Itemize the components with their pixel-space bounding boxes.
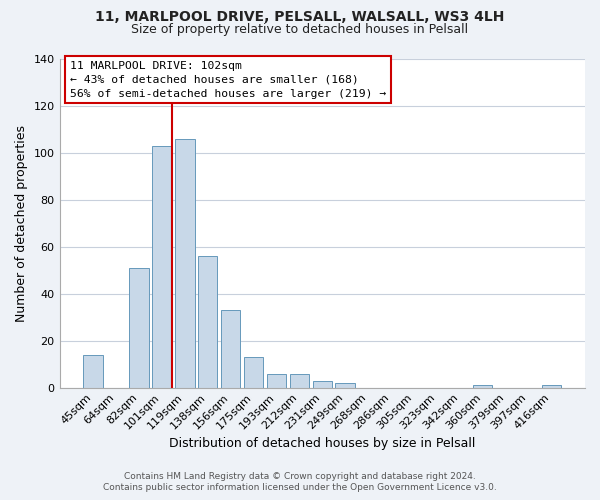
Bar xyxy=(335,383,355,388)
Bar xyxy=(313,380,332,388)
Bar xyxy=(244,357,263,388)
Bar xyxy=(152,146,172,388)
Bar xyxy=(129,268,149,388)
Text: Size of property relative to detached houses in Pelsall: Size of property relative to detached ho… xyxy=(131,22,469,36)
Bar xyxy=(221,310,241,388)
Text: Contains public sector information licensed under the Open Government Licence v3: Contains public sector information licen… xyxy=(103,484,497,492)
Bar xyxy=(473,386,493,388)
Text: 11 MARLPOOL DRIVE: 102sqm
← 43% of detached houses are smaller (168)
56% of semi: 11 MARLPOOL DRIVE: 102sqm ← 43% of detac… xyxy=(70,60,386,98)
Bar xyxy=(267,374,286,388)
X-axis label: Distribution of detached houses by size in Pelsall: Distribution of detached houses by size … xyxy=(169,437,475,450)
Bar xyxy=(83,354,103,388)
Bar xyxy=(542,386,561,388)
Bar xyxy=(175,139,194,388)
Bar xyxy=(290,374,309,388)
Y-axis label: Number of detached properties: Number of detached properties xyxy=(15,125,28,322)
Bar xyxy=(198,256,217,388)
Text: 11, MARLPOOL DRIVE, PELSALL, WALSALL, WS3 4LH: 11, MARLPOOL DRIVE, PELSALL, WALSALL, WS… xyxy=(95,10,505,24)
Text: Contains HM Land Registry data © Crown copyright and database right 2024.: Contains HM Land Registry data © Crown c… xyxy=(124,472,476,481)
